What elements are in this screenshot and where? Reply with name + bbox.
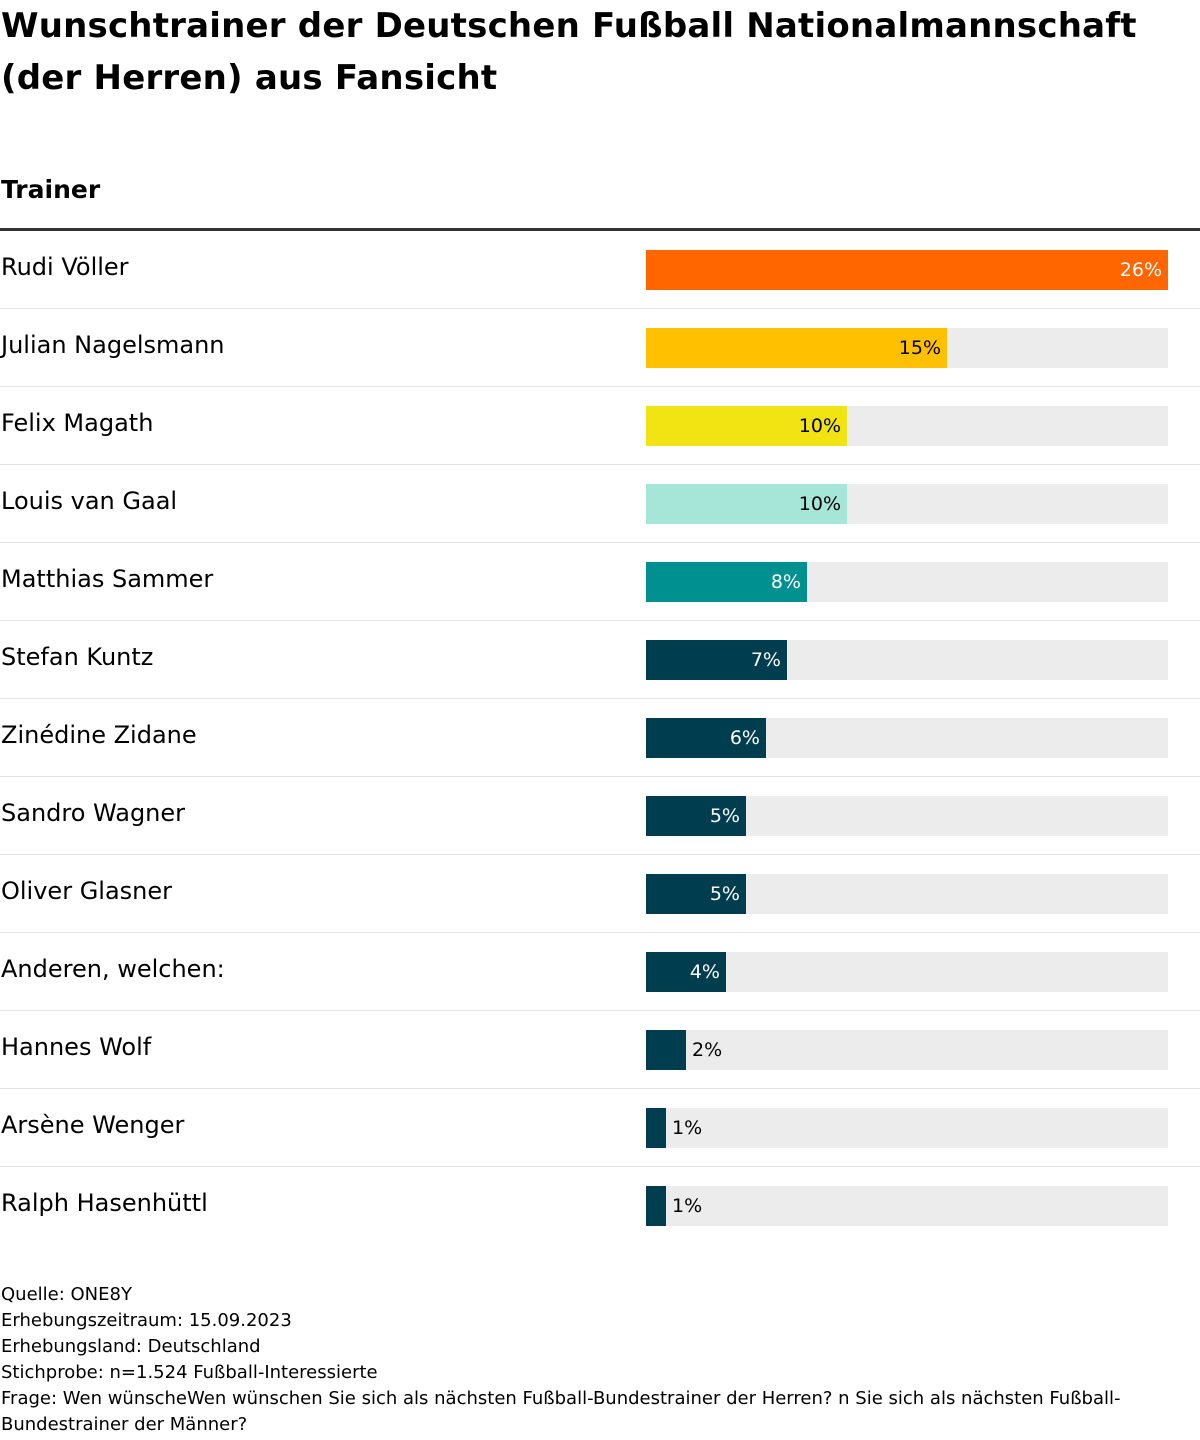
category-label: Hannes Wolf bbox=[1, 1033, 152, 1061]
bar-track: 10% bbox=[646, 484, 1168, 524]
bar-track: 5% bbox=[646, 874, 1168, 914]
category-label: Ralph Hasenhüttl bbox=[1, 1189, 208, 1217]
bar-row: Julian Nagelsmann 15% bbox=[0, 309, 1200, 387]
bar bbox=[646, 484, 847, 524]
data-label: 10% bbox=[798, 415, 841, 437]
bar bbox=[646, 1030, 686, 1070]
bar bbox=[646, 328, 947, 368]
footer-country: Erhebungsland: Deutschland bbox=[1, 1336, 261, 1357]
bar bbox=[646, 796, 746, 836]
category-label: Arsène Wenger bbox=[1, 1111, 185, 1139]
bar-row: Matthias Sammer 8% bbox=[0, 543, 1200, 621]
bar-row: Rudi Völler 26% bbox=[0, 231, 1200, 309]
category-label: Louis van Gaal bbox=[1, 487, 178, 515]
data-label: 1% bbox=[672, 1117, 703, 1139]
bar-row: Louis van Gaal 10% bbox=[0, 465, 1200, 543]
category-label: Matthias Sammer bbox=[1, 565, 214, 593]
bar-track: 10% bbox=[646, 406, 1168, 446]
bar bbox=[646, 1186, 666, 1226]
data-label: 8% bbox=[770, 571, 801, 593]
bar-track: 26% bbox=[646, 250, 1168, 290]
footer-sample: Stichprobe: n=1.524 Fußball-Interessiert… bbox=[1, 1362, 378, 1383]
bar bbox=[646, 250, 1168, 290]
data-label: 10% bbox=[798, 493, 841, 515]
bar-track: 8% bbox=[646, 562, 1168, 602]
bar-track: 1% bbox=[646, 1186, 1168, 1226]
data-label: 2% bbox=[692, 1039, 723, 1061]
footer-period: Erhebungszeitraum: 15.09.2023 bbox=[1, 1310, 292, 1331]
bar bbox=[646, 406, 847, 446]
bar-row: Oliver Glasner 5% bbox=[0, 855, 1200, 933]
bar bbox=[646, 1108, 666, 1148]
bar bbox=[646, 640, 787, 680]
data-label: 5% bbox=[709, 883, 740, 905]
category-label: Sandro Wagner bbox=[1, 799, 186, 827]
footer-question: Frage: Wen wünscheWen wünschen Sie sich … bbox=[1, 1388, 1121, 1435]
bar-row: Sandro Wagner 5% bbox=[0, 777, 1200, 855]
category-label: Zinédine Zidane bbox=[1, 721, 197, 749]
bar bbox=[646, 874, 746, 914]
data-label: 26% bbox=[1119, 259, 1162, 281]
footer-source: Quelle: ONE8Y bbox=[1, 1284, 132, 1305]
bar bbox=[646, 562, 807, 602]
data-label: 6% bbox=[729, 727, 760, 749]
data-label: 5% bbox=[709, 805, 740, 827]
bar-track: 7% bbox=[646, 640, 1168, 680]
data-label: 7% bbox=[750, 649, 781, 671]
bar-row: Hannes Wolf 2% bbox=[0, 1011, 1200, 1089]
data-label: 15% bbox=[898, 337, 941, 359]
bar-track: 6% bbox=[646, 718, 1168, 758]
bar bbox=[646, 718, 766, 758]
bar-row: Anderen, welchen: 4% bbox=[0, 933, 1200, 1011]
data-label: 1% bbox=[672, 1195, 703, 1217]
bar-row: Zinédine Zidane 6% bbox=[0, 699, 1200, 777]
chart-footer: Quelle: ONE8Y Erhebungszeitraum: 15.09.2… bbox=[1, 1282, 1196, 1438]
category-label: Oliver Glasner bbox=[1, 877, 173, 905]
bar-track: 2% bbox=[646, 1030, 1168, 1070]
bar-track: 5% bbox=[646, 796, 1168, 836]
bar-row: Felix Magath 10% bbox=[0, 387, 1200, 465]
category-label: Anderen, welchen: bbox=[1, 955, 225, 983]
bar-row: Stefan Kuntz 7% bbox=[0, 621, 1200, 699]
bar-chart: Rudi Völler 26% Julian Nagelsmann 15% Felix … bbox=[0, 231, 1200, 1245]
bar-row: Arsène Wenger 1% bbox=[0, 1089, 1200, 1167]
chart-title: Wunschtrainer der Deutschen Fußball Nati… bbox=[1, 6, 1137, 98]
bar-track: 15% bbox=[646, 328, 1168, 368]
column-header: Trainer bbox=[1, 175, 101, 204]
category-label: Stefan Kuntz bbox=[1, 643, 154, 671]
data-label: 4% bbox=[689, 961, 720, 983]
bar-track: 4% bbox=[646, 952, 1168, 992]
header-divider bbox=[0, 228, 1200, 231]
bar-row: Ralph Hasenhüttl 1% bbox=[0, 1167, 1200, 1245]
category-label: Julian Nagelsmann bbox=[1, 331, 225, 359]
category-label: Rudi Völler bbox=[1, 253, 129, 281]
bar bbox=[646, 952, 726, 992]
category-label: Felix Magath bbox=[1, 409, 154, 437]
bar-track: 1% bbox=[646, 1108, 1168, 1148]
